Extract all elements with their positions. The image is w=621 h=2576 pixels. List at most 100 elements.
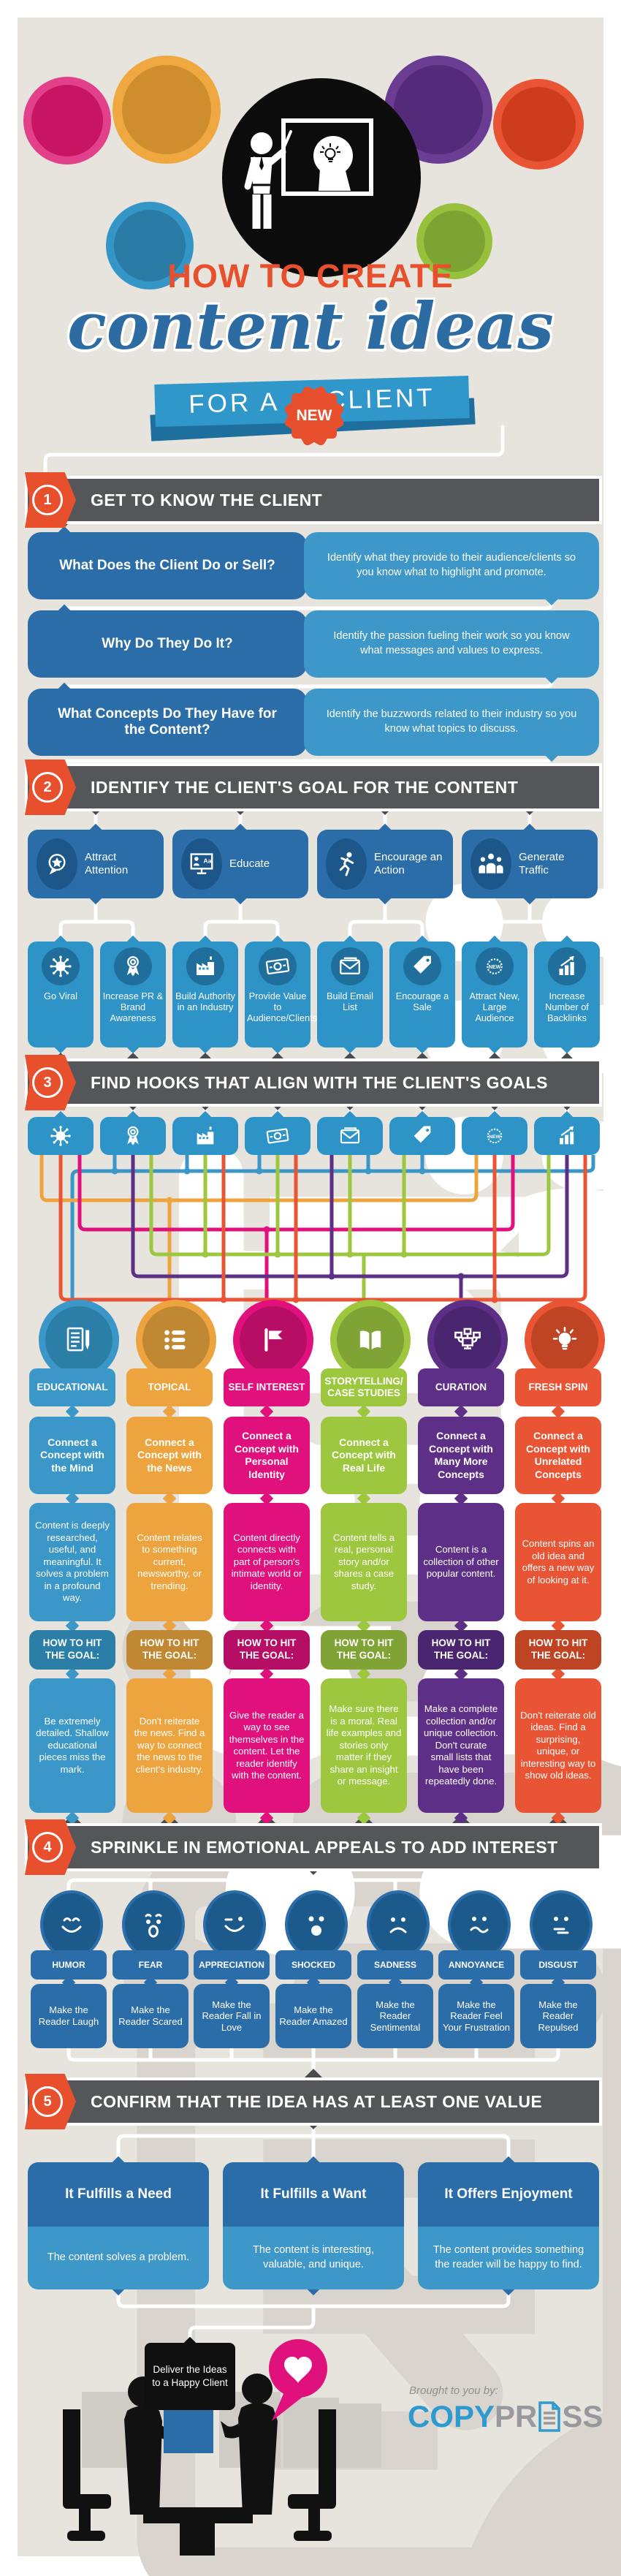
emotion-text: Make the Reader Sentimental <box>357 1984 433 2048</box>
category-description: Content relates to something current, ne… <box>126 1503 213 1621</box>
section2-bar: 2 IDENTIFY THE CLIENT'S GOAL FOR THE CON… <box>25 759 599 815</box>
section5-number: 5 <box>32 2086 63 2117</box>
section1-number: 1 <box>32 485 63 515</box>
price-tag-icon <box>410 1124 435 1148</box>
connect-box: Connect a Concept with Real Life <box>321 1417 407 1494</box>
hook-box <box>462 1117 527 1155</box>
category-description: Content is a collection of other popular… <box>418 1503 504 1621</box>
factory-icon <box>193 1124 218 1148</box>
how-to-hit-goal-header: HOW TO HIT THE GOAL: <box>321 1630 407 1670</box>
runner-icon <box>326 838 367 890</box>
answer-box: Identify the buzzwords related to their … <box>304 689 599 756</box>
annoyed-face-icon <box>448 1890 511 1959</box>
logo-document-icon <box>538 2401 561 2432</box>
subgoal-box: Increase Number of Backlinks <box>534 942 600 1048</box>
value-text: The content provides something the reade… <box>418 2227 599 2289</box>
sad-face-icon <box>367 1890 430 1959</box>
connect-box: Connect a Concept with the Mind <box>29 1417 115 1494</box>
book-icon <box>356 1325 385 1355</box>
emotion-label: HUMOR <box>31 1950 107 1980</box>
value-text: The content solves a problem. <box>28 2227 209 2289</box>
section5-number-tab: 5 <box>25 2074 76 2129</box>
category-label: STORYTELLING/ CASE STUDIES <box>321 1368 407 1406</box>
list-icon <box>161 1325 191 1355</box>
logo-copy: COPY <box>408 2399 495 2433</box>
section3-number: 3 <box>32 1067 63 1098</box>
how-to-hit-goal-text: Give the reader a way to see themselves … <box>224 1678 310 1813</box>
connect-box: Connect a Concept with Unrelated Concept… <box>515 1417 601 1494</box>
value-title: It Fulfills a Want <box>223 2162 404 2227</box>
virus-icon <box>42 947 80 985</box>
lightbulb-icon <box>550 1325 579 1355</box>
category-circle-educational <box>39 1300 119 1380</box>
disgust-face-icon <box>530 1890 593 1959</box>
section4-bar: 4 SPRINKLE IN EMOTIONAL APPEALS TO ADD I… <box>25 1819 599 1875</box>
category-description: Content is deeply researched, useful, an… <box>29 1503 115 1621</box>
how-to-hit-goal-text: Be extremely detailed. Shallow education… <box>29 1678 115 1813</box>
backlinks-icon <box>555 1124 579 1148</box>
ribbon-pre-text: FOR A <box>188 387 281 419</box>
how-to-hit-goal-header: HOW TO HIT THE GOAL: <box>418 1630 504 1670</box>
how-to-hit-goal-text: Make sure there is a moral. Real life ex… <box>321 1678 407 1813</box>
category-label: EDUCATIONAL <box>29 1368 115 1406</box>
subgoal-box: Build Email List <box>317 942 383 1048</box>
emotion-label: APPRECIATION <box>194 1950 270 1980</box>
section3-title: FIND HOOKS THAT ALIGN WITH THE CLIENT'S … <box>91 1072 548 1092</box>
emotion-label: DISGUST <box>520 1950 596 1980</box>
hook-box <box>172 1117 238 1155</box>
answer-box: Identify what they provide to their audi… <box>304 532 599 599</box>
hook-box <box>317 1117 383 1155</box>
emotion-text: Make the Reader Fall in Love <box>194 1984 270 2048</box>
network-icon <box>453 1325 482 1355</box>
factory-icon <box>186 947 224 985</box>
question-box: What Does the Client Do or Sell? <box>28 532 307 599</box>
audience-icon <box>470 838 511 890</box>
category-label: CURATION <box>418 1368 504 1406</box>
goal-box: Encourage an Action <box>317 830 453 898</box>
emotion-text: Make the Reader Repulsed <box>520 1984 596 2048</box>
wink-face-icon <box>203 1890 266 1959</box>
flag-icon <box>259 1325 288 1355</box>
how-to-hit-goal-text: Don't reiterate the news. Find a way to … <box>126 1678 213 1813</box>
category-description: Content directly connects with part of p… <box>224 1503 310 1621</box>
scared-face-icon <box>122 1890 185 1959</box>
new-starburst-badge: NEW <box>283 384 346 447</box>
how-to-hit-goal-header: HOW TO HIT THE GOAL: <box>224 1630 310 1670</box>
emotion-text: Make the Reader Amazed <box>275 1984 351 2048</box>
money-icon <box>259 947 297 985</box>
emotion-label: FEAR <box>113 1950 188 1980</box>
subgoal-box: Build Authority in an Industry <box>172 942 238 1048</box>
value-title: It Fulfills a Need <box>28 2162 209 2227</box>
goal-box: Attract Attention <box>28 830 164 898</box>
emotion-text: Make the Reader Feel Your Frustration <box>438 1984 514 2048</box>
category-description: Content spins an old idea and offers a n… <box>515 1503 601 1621</box>
emotion-text: Make the Reader Laugh <box>31 1984 107 2048</box>
how-to-hit-goal-text: Make a complete collection and/or unique… <box>418 1678 504 1813</box>
section1-bar: 1 GET TO KNOW THE CLIENT <box>25 472 599 528</box>
logo-pr: PR <box>495 2399 538 2433</box>
heart-bubble-icon <box>269 2339 327 2421</box>
answer-box: Identify the passion fueling their work … <box>304 610 599 678</box>
backlinks-icon <box>548 947 586 985</box>
section5-bar: 5 CONFIRM THAT THE IDEA HAS AT LEAST ONE… <box>25 2074 599 2129</box>
section4-number: 4 <box>32 1832 63 1863</box>
section2-number: 2 <box>32 772 63 803</box>
subgoal-box: Attract New, Large Audience <box>462 942 527 1048</box>
how-to-hit-goal-text: Don't reiterate old ideas. Find a surpri… <box>515 1678 601 1813</box>
section5-title: CONFIRM THAT THE IDEA HAS AT LEAST ONE V… <box>91 2091 543 2111</box>
subgoal-box: Encourage a Sale <box>389 942 455 1048</box>
logo-ss: SS <box>562 2399 603 2433</box>
header-icon-cluster <box>23 56 621 1957</box>
value-title: It Offers Enjoyment <box>418 2162 599 2227</box>
hook-box <box>534 1117 600 1155</box>
emotion-label: SADNESS <box>357 1950 433 1980</box>
subgoal-box: Increase PR & Brand Awareness <box>100 942 166 1048</box>
price-tag-icon <box>403 947 441 985</box>
subgoal-box: Go Viral <box>28 942 94 1048</box>
deliver-ideas-box: Deliver the Ideas to a Happy Client <box>145 2343 235 2410</box>
email-icon <box>338 1124 362 1148</box>
new-badge-text: NEW <box>296 407 332 424</box>
section1-title: GET TO KNOW THE CLIENT <box>91 490 323 509</box>
award-icon <box>121 1124 145 1148</box>
